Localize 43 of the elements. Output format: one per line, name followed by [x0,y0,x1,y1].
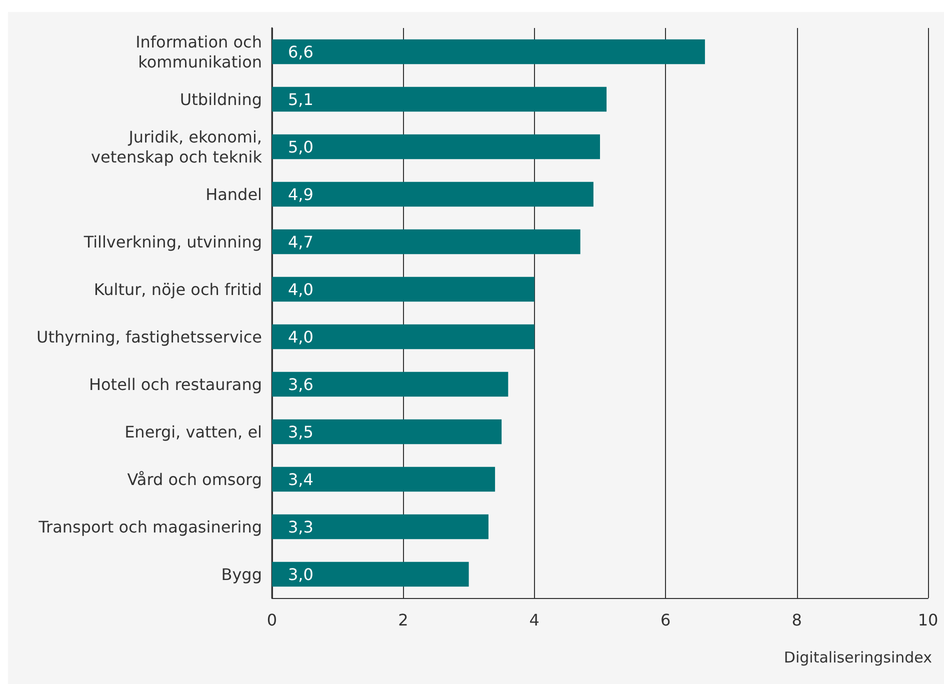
data-label: 3,0 [288,564,314,584]
data-label: 6,6 [288,42,314,62]
bar [272,514,488,540]
y-tick-label: Information och kommunikation [136,32,262,72]
y-tick-label: Hotell och restaurang [88,374,262,394]
data-label: 4,7 [288,232,314,252]
bar [272,324,534,350]
data-label: 4,0 [288,280,314,299]
y-tick-label: Energi, vatten, el [124,422,262,442]
y-tick-label: Bygg [221,564,262,584]
data-label: 5,1 [288,90,314,109]
bar [272,276,534,302]
bar [272,134,600,160]
y-tick-label: Utbildning [180,90,262,109]
bar [272,86,607,112]
data-label: 3,4 [288,470,314,489]
y-tick-label: Kultur, nöje och fritid [94,280,262,299]
data-label: 5,0 [288,137,314,156]
x-tick-label: 10 [918,610,938,630]
data-label: 3,6 [288,374,314,394]
y-tick-label: Vård och omsorg [127,470,262,489]
x-tick-label: 2 [398,610,408,630]
bar [272,39,705,64]
x-tick-label: 8 [792,610,802,630]
x-axis-title: Digitaliseringsindex [784,648,932,666]
bar [272,562,469,587]
x-tick-label: 0 [266,610,278,630]
y-tick-label: Uthyrning, fastighetsservice [36,327,262,346]
bar [272,466,496,492]
bar [272,182,594,207]
bar [272,229,580,254]
data-label: 3,3 [288,517,314,536]
data-label: 4,0 [288,327,314,346]
x-tick-label: 4 [529,610,540,630]
data-label: 3,5 [288,422,314,442]
bar [272,372,508,397]
y-tick-label: Tillverkning, utvinning [82,232,262,252]
x-tick-label: 6 [660,610,671,630]
y-tick-label: Transport och magasinering [38,517,262,536]
y-tick-label: Handel [206,184,262,204]
data-label: 4,9 [288,184,314,204]
bar [272,419,502,444]
y-tick-label: Juridik, ekonomi, vetenskap och teknik [91,127,263,166]
